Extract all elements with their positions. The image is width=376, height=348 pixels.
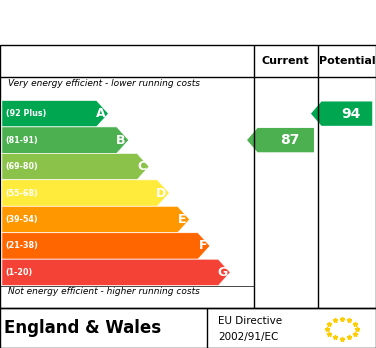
Polygon shape — [2, 127, 129, 153]
Text: EU Directive: EU Directive — [218, 316, 282, 326]
Text: E: E — [178, 213, 186, 226]
Text: Potential: Potential — [318, 56, 375, 66]
Polygon shape — [2, 233, 210, 259]
Polygon shape — [2, 153, 149, 180]
Text: Not energy efficient - higher running costs: Not energy efficient - higher running co… — [8, 287, 199, 296]
Text: Energy Efficiency Rating: Energy Efficiency Rating — [64, 14, 312, 32]
Text: Very energy efficient - lower running costs: Very energy efficient - lower running co… — [8, 79, 200, 88]
Text: (92 Plus): (92 Plus) — [6, 109, 46, 118]
Text: 2002/91/EC: 2002/91/EC — [218, 332, 279, 342]
Polygon shape — [2, 206, 190, 233]
Text: Current: Current — [262, 56, 309, 66]
Polygon shape — [247, 128, 314, 152]
Text: 87: 87 — [280, 133, 300, 147]
Text: A: A — [96, 107, 105, 120]
Text: (55-68): (55-68) — [6, 189, 38, 198]
Text: England & Wales: England & Wales — [4, 319, 161, 337]
Polygon shape — [2, 259, 230, 286]
Polygon shape — [2, 180, 169, 206]
Text: 94: 94 — [342, 106, 361, 121]
Polygon shape — [2, 101, 108, 127]
Text: C: C — [137, 160, 146, 173]
Text: (21-38): (21-38) — [6, 242, 38, 251]
Text: (69-80): (69-80) — [6, 162, 38, 171]
Text: F: F — [199, 239, 207, 252]
Text: (39-54): (39-54) — [6, 215, 38, 224]
Text: B: B — [116, 134, 126, 147]
Polygon shape — [311, 102, 372, 126]
Text: (81-91): (81-91) — [6, 136, 38, 145]
Text: (1-20): (1-20) — [6, 268, 33, 277]
Text: G: G — [217, 266, 227, 279]
Text: D: D — [156, 187, 166, 199]
